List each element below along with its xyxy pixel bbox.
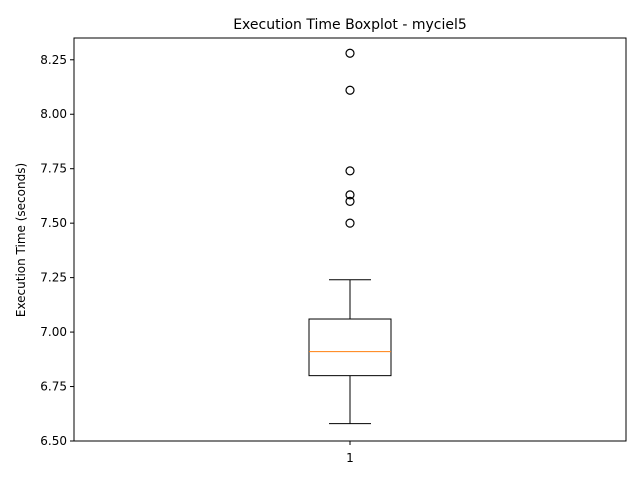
outlier-point bbox=[345, 166, 355, 176]
outlier-point bbox=[345, 48, 355, 58]
y-axis: 6.50 6.75 7.00 7.25 7.50 7.75 8.00 8.25 bbox=[40, 53, 74, 448]
y-tick-label: 7.75 bbox=[40, 162, 67, 176]
y-tick-label: 6.50 bbox=[40, 434, 67, 448]
outlier-point bbox=[345, 85, 355, 95]
iqr-box bbox=[308, 318, 392, 377]
outlier-point bbox=[345, 196, 355, 206]
y-tick-label: 7.25 bbox=[40, 271, 67, 285]
box-group bbox=[308, 48, 392, 425]
y-tick-label: 7.00 bbox=[40, 325, 67, 339]
chart-title: Execution Time Boxplot - myciel5 bbox=[233, 17, 467, 33]
outlier-point bbox=[345, 190, 355, 200]
x-tick-label: 1 bbox=[346, 451, 354, 465]
outlier-point bbox=[345, 218, 355, 228]
y-tick-label: 6.75 bbox=[40, 380, 67, 394]
y-tick-label: 7.50 bbox=[40, 216, 67, 230]
y-axis-label: Execution Time (seconds) bbox=[14, 163, 28, 317]
y-tick-label: 8.25 bbox=[40, 53, 67, 67]
boxes-layer bbox=[308, 48, 392, 425]
x-axis: 1 bbox=[346, 441, 354, 465]
y-tick-label: 8.00 bbox=[40, 107, 67, 121]
